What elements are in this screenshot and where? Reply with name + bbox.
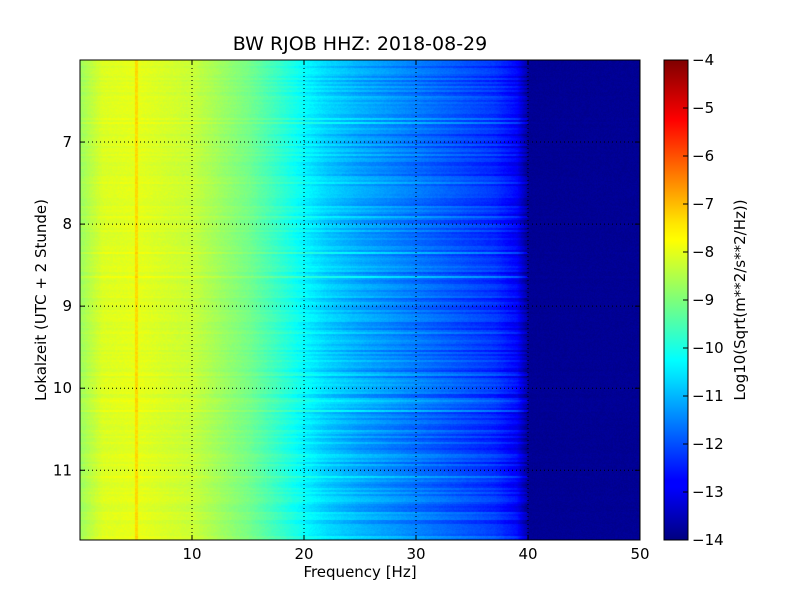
spectrogram-canvas xyxy=(80,60,640,540)
y-tick-label: 9 xyxy=(62,297,72,315)
x-tick-label: 10 xyxy=(182,545,201,563)
y-tick-label: 10 xyxy=(53,379,72,397)
colorbar-tick-label: −9 xyxy=(692,291,714,309)
x-tick-label: 30 xyxy=(406,545,425,563)
chart-title: BW RJOB HHZ: 2018-08-29 xyxy=(233,33,487,55)
y-tick-label: 7 xyxy=(62,133,72,151)
colorbar-ticks: −4 −5 −6 −7 −8 −9 −10 −11 −12 −13 −14 xyxy=(683,51,724,549)
colorbar-tick-label: −6 xyxy=(692,147,714,165)
y-tick-label: 8 xyxy=(62,215,72,233)
colorbar-tick-label: −13 xyxy=(692,483,724,501)
colorbar-tick-label: −10 xyxy=(692,339,724,357)
x-tick-label: 40 xyxy=(518,545,537,563)
x-tick-label: 20 xyxy=(294,545,313,563)
colorbar-tick-label: −11 xyxy=(692,387,724,405)
x-tick-label: 50 xyxy=(630,545,649,563)
colorbar-label: Log10(Sqrt(m**2/s**2/Hz)) xyxy=(731,199,749,400)
y-axis-ticks: 7 8 9 10 11 xyxy=(53,133,640,479)
y-tick-label: 11 xyxy=(53,461,72,479)
x-axis-ticks: 10 20 30 40 50 xyxy=(182,60,650,563)
x-axis-label: Frequency [Hz] xyxy=(303,563,416,581)
colorbar-tick-label: −5 xyxy=(692,99,714,117)
spectrogram-image xyxy=(80,60,640,540)
plot-frame xyxy=(79,59,641,541)
y-axis-label: Lokalzeit (UTC + 2 Stunde) xyxy=(32,199,50,401)
grid-lines xyxy=(80,60,640,540)
colorbar-tick-label: −14 xyxy=(692,531,724,549)
colorbar-tick-label: −12 xyxy=(692,435,724,453)
colorbar-tick-label: −7 xyxy=(692,195,714,213)
colorbar-tick-label: −4 xyxy=(692,51,714,69)
colorbar-tick-label: −8 xyxy=(692,243,714,261)
